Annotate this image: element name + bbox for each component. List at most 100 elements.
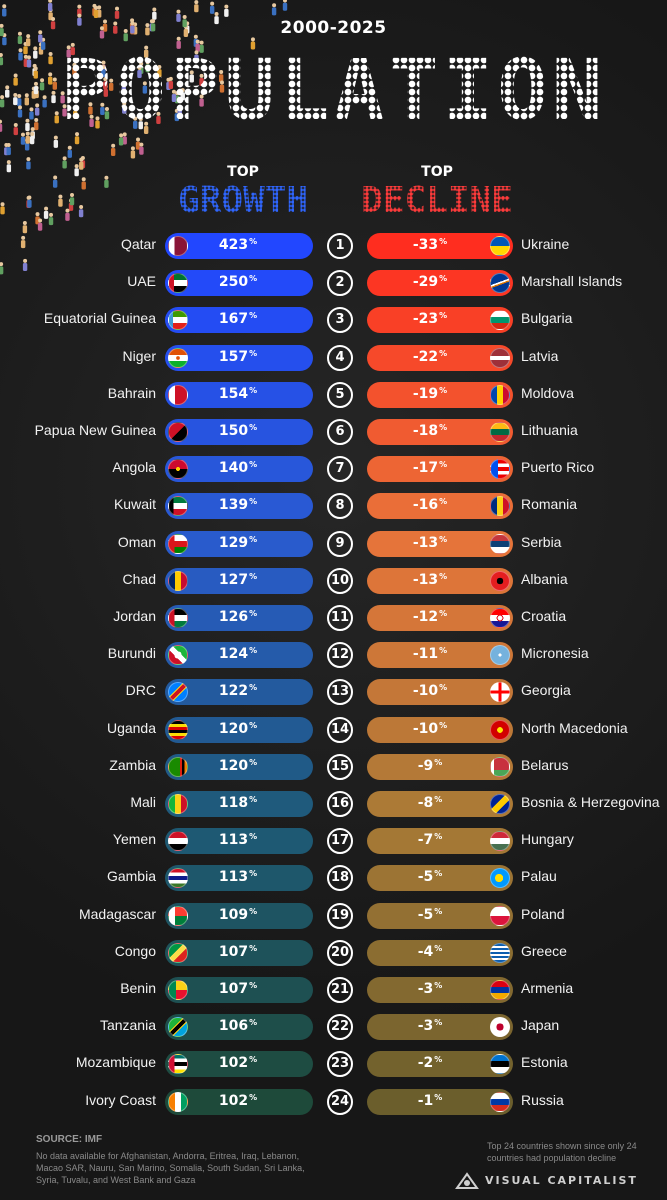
country-flag-icon (168, 942, 188, 963)
person-figure (74, 164, 79, 177)
brand: VISUAL CAPITALIST (455, 1172, 636, 1190)
decline-country-label: Puerto Rico (521, 459, 595, 476)
decline-country-label: Micronesia (521, 645, 589, 662)
growth-country-label: Madagascar (78, 905, 156, 922)
person-figure (199, 40, 204, 53)
table-row: Ivory Coast 102% 24 -1% Russia (0, 1088, 667, 1115)
country-flag-icon (168, 608, 188, 628)
decline-value-label: -3% (417, 1018, 443, 1035)
rank-badge: 6 (327, 419, 353, 445)
growth-value-label: 109% (218, 906, 258, 923)
person-figure (52, 175, 58, 188)
decline-bar: -16% (367, 493, 513, 520)
country-flag-icon (168, 422, 188, 442)
decline-bar: -5% (367, 902, 513, 929)
decline-value-label: -2% (417, 1055, 443, 1072)
decline-country-label: Palau (521, 868, 557, 885)
person-figure (33, 81, 39, 95)
person-figure (219, 80, 225, 93)
decline-bar: -22% (367, 344, 513, 371)
table-row: Bahrain 154% 5 -19% Moldova (0, 381, 667, 408)
table-row: Uganda 120% 14 -10% North Macedonia (0, 716, 667, 743)
person-figure (70, 42, 75, 56)
growth-bar: 106% (165, 1014, 313, 1041)
person-figure (48, 212, 54, 226)
country-flag-icon (490, 719, 510, 740)
person-figure (142, 81, 148, 94)
decline-country-label: Croatia (521, 608, 567, 624)
country-flag-icon (490, 384, 510, 405)
person-figure (88, 102, 93, 115)
country-flag-icon (490, 570, 510, 591)
person-figure (139, 142, 144, 155)
country-flag-icon (168, 1091, 188, 1112)
person-figure (58, 194, 63, 207)
decline-bar: -19% (367, 381, 513, 408)
country-flag-icon (490, 422, 510, 442)
decline-country-label: Estonia (521, 1054, 568, 1071)
rank-badge: 10 (327, 567, 353, 594)
person-figure (195, 39, 200, 52)
table-row: Oman 129% 9 -13% Serbia (0, 530, 667, 557)
person-figure (51, 90, 56, 104)
person-figure (89, 114, 94, 127)
crowd-decoration (0, 0, 288, 275)
country-flag-icon (490, 868, 510, 889)
decline-bar: -3% (367, 977, 513, 1003)
person-figure (143, 121, 149, 135)
decline-value-label: -1% (417, 1092, 443, 1109)
decline-value-label: -9% (417, 757, 443, 774)
person-figure (121, 82, 126, 95)
growth-value-label: 107% (218, 981, 258, 997)
decline-value-label: -23% (412, 311, 448, 328)
rank-badge: 12 (327, 642, 353, 669)
table-row: Kuwait 139% 8 -16% Romania (0, 493, 667, 520)
country-flag-icon (490, 645, 510, 666)
decline-bar: -8% (367, 791, 513, 817)
person-figure (43, 206, 49, 219)
country-flag-icon (490, 1054, 510, 1075)
person-figure (20, 235, 26, 249)
decline-bar: -3% (367, 1014, 513, 1041)
decline-bar: -10% (367, 716, 513, 743)
rank-badge: 24 (327, 1088, 353, 1115)
person-figure (25, 131, 30, 144)
country-flag-icon (490, 459, 510, 480)
table-row: Chad 127% 10 -13% Albania (0, 567, 667, 594)
decline-country-label: Russia (521, 1091, 564, 1108)
person-figure (135, 137, 141, 150)
growth-value-label: 250% (218, 274, 258, 291)
person-figure (26, 157, 31, 170)
person-figure (18, 48, 23, 61)
person-figure (25, 118, 30, 131)
person-figure (133, 116, 138, 129)
country-flag-icon (490, 794, 510, 814)
decline-bar: -10% (367, 679, 513, 706)
country-flag-icon (168, 347, 188, 368)
person-figure (199, 94, 204, 107)
person-figure (13, 92, 18, 106)
table-row: Mozambique 102% 23 -2% Estonia (0, 1051, 667, 1078)
growth-country-label: DRC (125, 682, 156, 699)
decline-bar: -23% (367, 307, 513, 334)
visual-capitalist-logo-icon (455, 1172, 479, 1189)
decline-country-label: Serbia (521, 533, 562, 550)
country-flag-icon (490, 905, 510, 926)
growth-country-label: Equatorial Guinea (43, 310, 156, 327)
growth-bar: 120% (165, 753, 313, 780)
country-flag-icon (168, 831, 188, 852)
person-figure (0, 95, 5, 108)
decline-value-label: -13% (412, 534, 448, 551)
person-figure (100, 102, 105, 115)
country-flag-icon (490, 942, 510, 963)
person-figure (66, 45, 71, 58)
growth-value-label: 154% (218, 385, 258, 402)
growth-bar: 107% (165, 977, 313, 1003)
person-figure (39, 78, 45, 91)
country-flag-icon (490, 310, 510, 331)
decline-value-label: -13% (412, 571, 448, 588)
growth-value-label: 150% (218, 423, 258, 439)
person-figure (29, 132, 35, 145)
decline-country-label: Marshall Islands (521, 273, 623, 290)
person-figure (177, 104, 182, 117)
